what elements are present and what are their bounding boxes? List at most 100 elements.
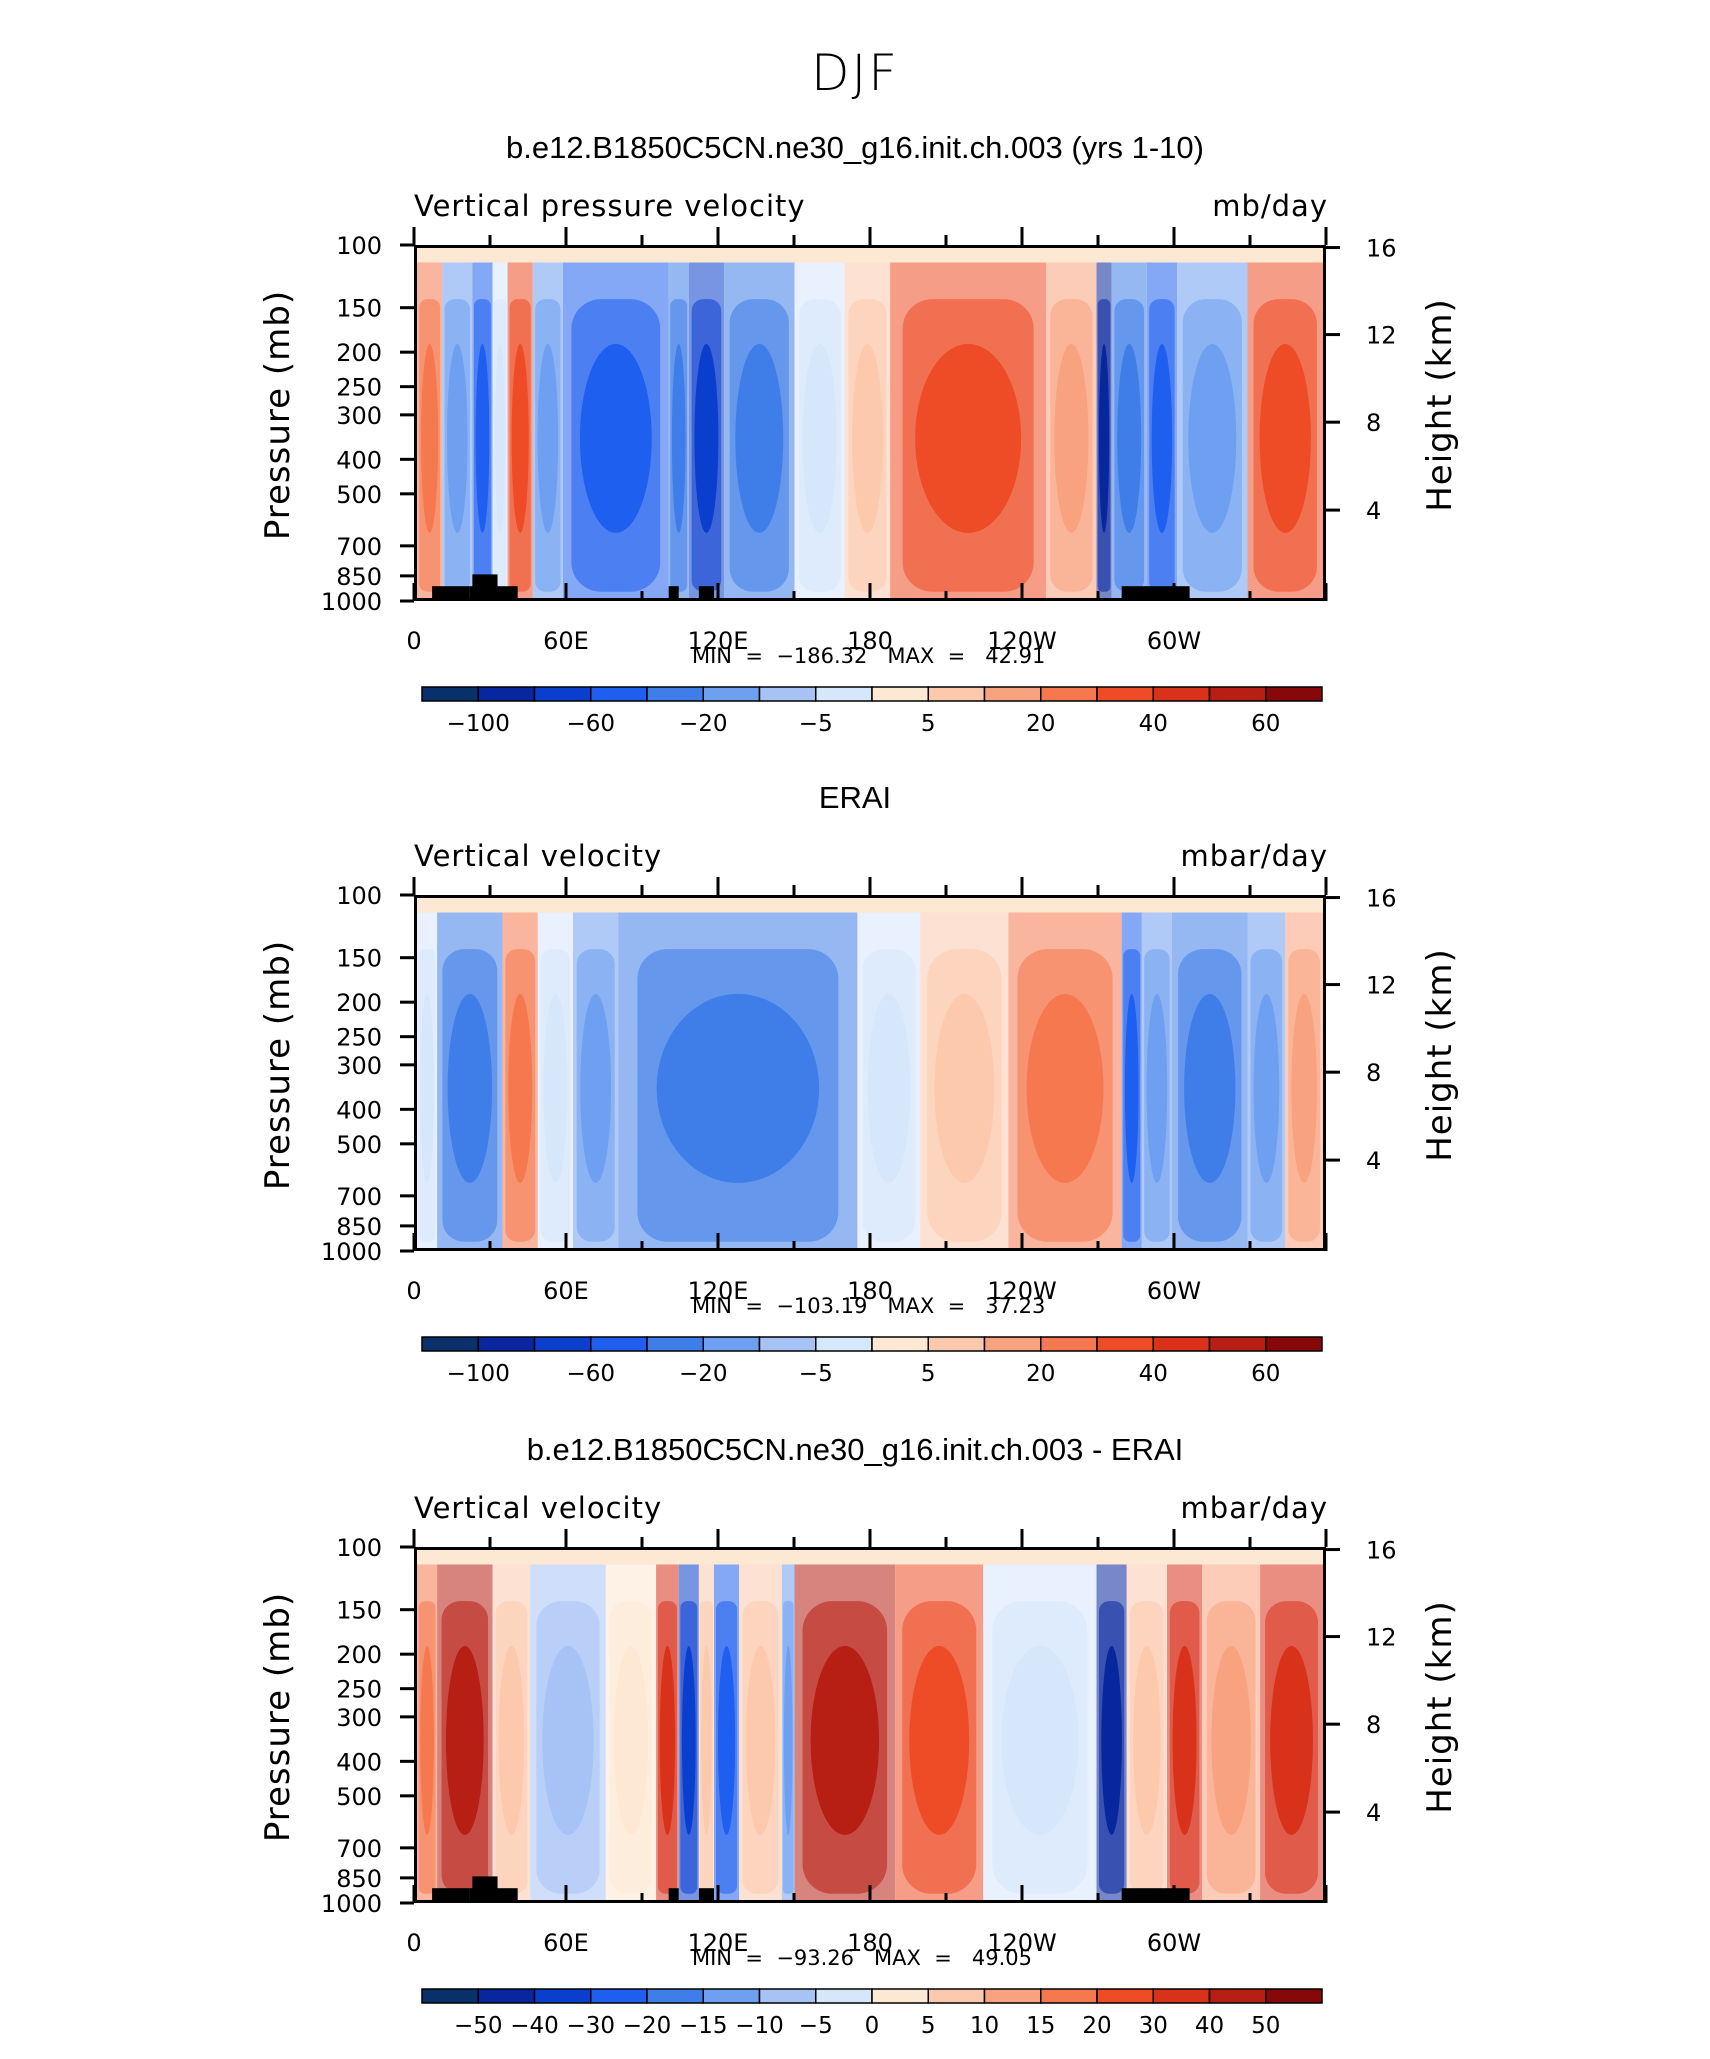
colorbar-swatch <box>1040 686 1098 702</box>
y-tick-label: 200 <box>336 989 382 1017</box>
colorbar-swatch <box>815 1336 873 1352</box>
colorbar-label: −5 <box>799 2013 833 2039</box>
colorbar-swatch <box>702 1988 761 2004</box>
colorbar-swatch <box>871 1988 929 2004</box>
field-band-core <box>579 343 652 533</box>
y-tick-label: 850 <box>336 1865 382 1893</box>
y-tick-label: 100 <box>336 232 382 260</box>
field-band-core <box>1151 343 1173 533</box>
y-tick-label: 1000 <box>321 588 382 616</box>
x-tick-label: 120W <box>987 1929 1057 1957</box>
field-band-core <box>445 1645 484 1835</box>
topography-mask <box>472 1876 498 1891</box>
y-tick-label-right: 12 <box>1366 1624 1397 1652</box>
colorbar-label: −20 <box>679 1361 728 1387</box>
y-tick-label: 200 <box>336 339 382 367</box>
colorbar-label: 5 <box>921 1361 936 1387</box>
colorbar-label: 20 <box>1026 711 1055 737</box>
colorbar-label: −100 <box>447 1361 510 1387</box>
field-band-core <box>1188 343 1237 533</box>
x-tick-label: 180 <box>847 1929 893 1957</box>
y-tick-label: 700 <box>336 1183 382 1211</box>
field-band-core <box>802 343 837 533</box>
x-tick-label: 120E <box>688 1277 749 1305</box>
field-band-core <box>681 1645 696 1835</box>
colorbar-swatch <box>1152 686 1211 702</box>
field-band-core <box>1133 1645 1161 1835</box>
colorbar-swatch <box>1208 686 1267 702</box>
y-tick-label: 500 <box>336 1131 382 1159</box>
field-band-core <box>852 343 883 533</box>
contour-field <box>417 248 1323 598</box>
topography-mask <box>668 1888 679 1900</box>
y-tick-label-right: 4 <box>1366 1799 1381 1827</box>
variable-name: Vertical velocity <box>414 839 663 873</box>
field-band-core <box>1101 1645 1122 1835</box>
y-tick-label: 850 <box>336 563 382 591</box>
field-band-core <box>511 343 529 533</box>
colorbar-swatch <box>1040 1988 1098 2004</box>
field-band-core <box>475 343 490 533</box>
topography-mask <box>698 1888 714 1900</box>
field-band-core <box>735 343 784 533</box>
y-tick-label-right: 12 <box>1366 972 1397 1000</box>
field-band-core <box>783 1645 793 1835</box>
y-tick-label: 150 <box>336 945 382 973</box>
colorbar: −100 −60 −20 −5 5 20 40 60 <box>421 686 1323 737</box>
topography-mask <box>492 586 518 598</box>
x-tick-label: 0 <box>406 1929 421 1957</box>
variable-name: Vertical pressure velocity <box>414 189 806 223</box>
field-band-core <box>1291 993 1317 1183</box>
colorbar-swatch <box>646 1988 704 2004</box>
topography-mask <box>469 586 493 598</box>
field-band-core <box>1117 343 1142 533</box>
contour-field <box>417 898 1323 1248</box>
y-tick-label-right: 8 <box>1366 1711 1381 1739</box>
colorbar-label: 40 <box>1139 711 1168 737</box>
colorbar-swatch <box>702 686 761 702</box>
colorbar-swatch <box>983 1336 1042 1352</box>
colorbar-swatch <box>1265 1336 1323 1352</box>
field-band-core <box>694 343 719 533</box>
colorbar-label: 60 <box>1251 1361 1280 1387</box>
colorbar-swatch <box>758 1336 817 1352</box>
colorbar-label: 20 <box>1026 1361 1055 1387</box>
colorbar-label: −100 <box>447 711 510 737</box>
field-band-core <box>420 993 434 1183</box>
field-band-core <box>810 1645 880 1835</box>
colorbar-swatch <box>533 1988 592 2004</box>
colorbar-swatch <box>421 1988 479 2004</box>
colorbar-swatch <box>1096 1336 1154 1352</box>
colorbar-swatch <box>590 686 648 702</box>
x-tick-label: 60W <box>1147 1277 1201 1305</box>
y-tick-label: 850 <box>336 1213 382 1241</box>
x-tick-label: 120W <box>987 1277 1057 1305</box>
topography-mask <box>472 574 498 589</box>
y-tick-label: 400 <box>336 446 382 474</box>
y-tick-label: 500 <box>336 1783 382 1811</box>
field-band-core <box>1184 993 1236 1183</box>
colorbar-swatch <box>1208 1988 1267 2004</box>
y-tick-label-right: 8 <box>1366 409 1381 437</box>
y-tick-label: 100 <box>336 882 382 910</box>
colorbar-label: −50 <box>454 2013 503 2039</box>
field-band-core <box>537 343 559 533</box>
panel-title: b.e12.B1850C5CN.ne30_g16.init.ch.003 - E… <box>526 1432 1184 1467</box>
units-label: mb/day <box>1212 189 1328 223</box>
colorbar-swatch <box>590 1988 648 2004</box>
colorbar-swatch <box>1040 1336 1098 1352</box>
min-max-label: MIN = −103.19 MAX = 37.23 <box>692 1294 1046 1318</box>
y-tick-label-right: 4 <box>1366 1147 1381 1175</box>
min-max-label: MIN = −93.26 MAX = 49.05 <box>692 1946 1033 1970</box>
field-band-core <box>580 993 612 1183</box>
topography-mask <box>668 586 679 598</box>
colorbar-swatch <box>1096 1988 1154 2004</box>
colorbar-swatch <box>421 1336 479 1352</box>
figure-title: DJF <box>810 44 899 102</box>
field-band-core <box>659 1645 676 1835</box>
colorbar-swatch <box>758 1988 817 2004</box>
colorbar-label: −60 <box>566 1361 615 1387</box>
field-band-core <box>1001 1645 1079 1835</box>
variable-name: Vertical velocity <box>414 1491 663 1525</box>
